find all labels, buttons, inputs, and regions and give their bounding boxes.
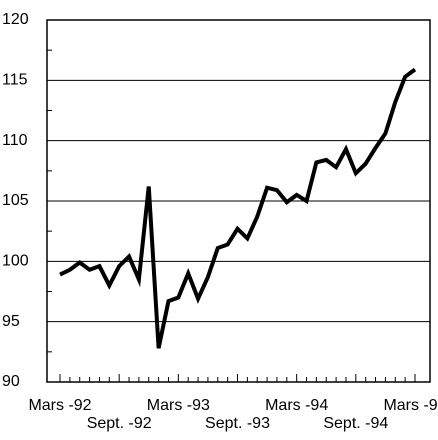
y-tick-label: 90 bbox=[2, 373, 20, 390]
x-tick-label: Sept. -92 bbox=[87, 415, 152, 432]
x-tick-label: Mars -94 bbox=[265, 397, 328, 414]
y-tick-label: 100 bbox=[2, 253, 29, 270]
y-tick-label: 120 bbox=[2, 11, 29, 28]
x-tick-label: Sept. -93 bbox=[205, 415, 270, 432]
y-tick-label: 95 bbox=[2, 313, 20, 330]
data-line bbox=[59, 67, 417, 349]
x-tick-label: Mars -93 bbox=[147, 397, 210, 414]
x-tick-label: Mars -95 bbox=[383, 397, 438, 414]
y-tick-label: 115 bbox=[2, 72, 28, 89]
x-tick-label: Mars -92 bbox=[28, 397, 91, 414]
y-tick-label: 110 bbox=[2, 132, 28, 149]
y-tick-label: 105 bbox=[2, 192, 29, 209]
x-tick-label: Sept. -94 bbox=[323, 415, 388, 432]
